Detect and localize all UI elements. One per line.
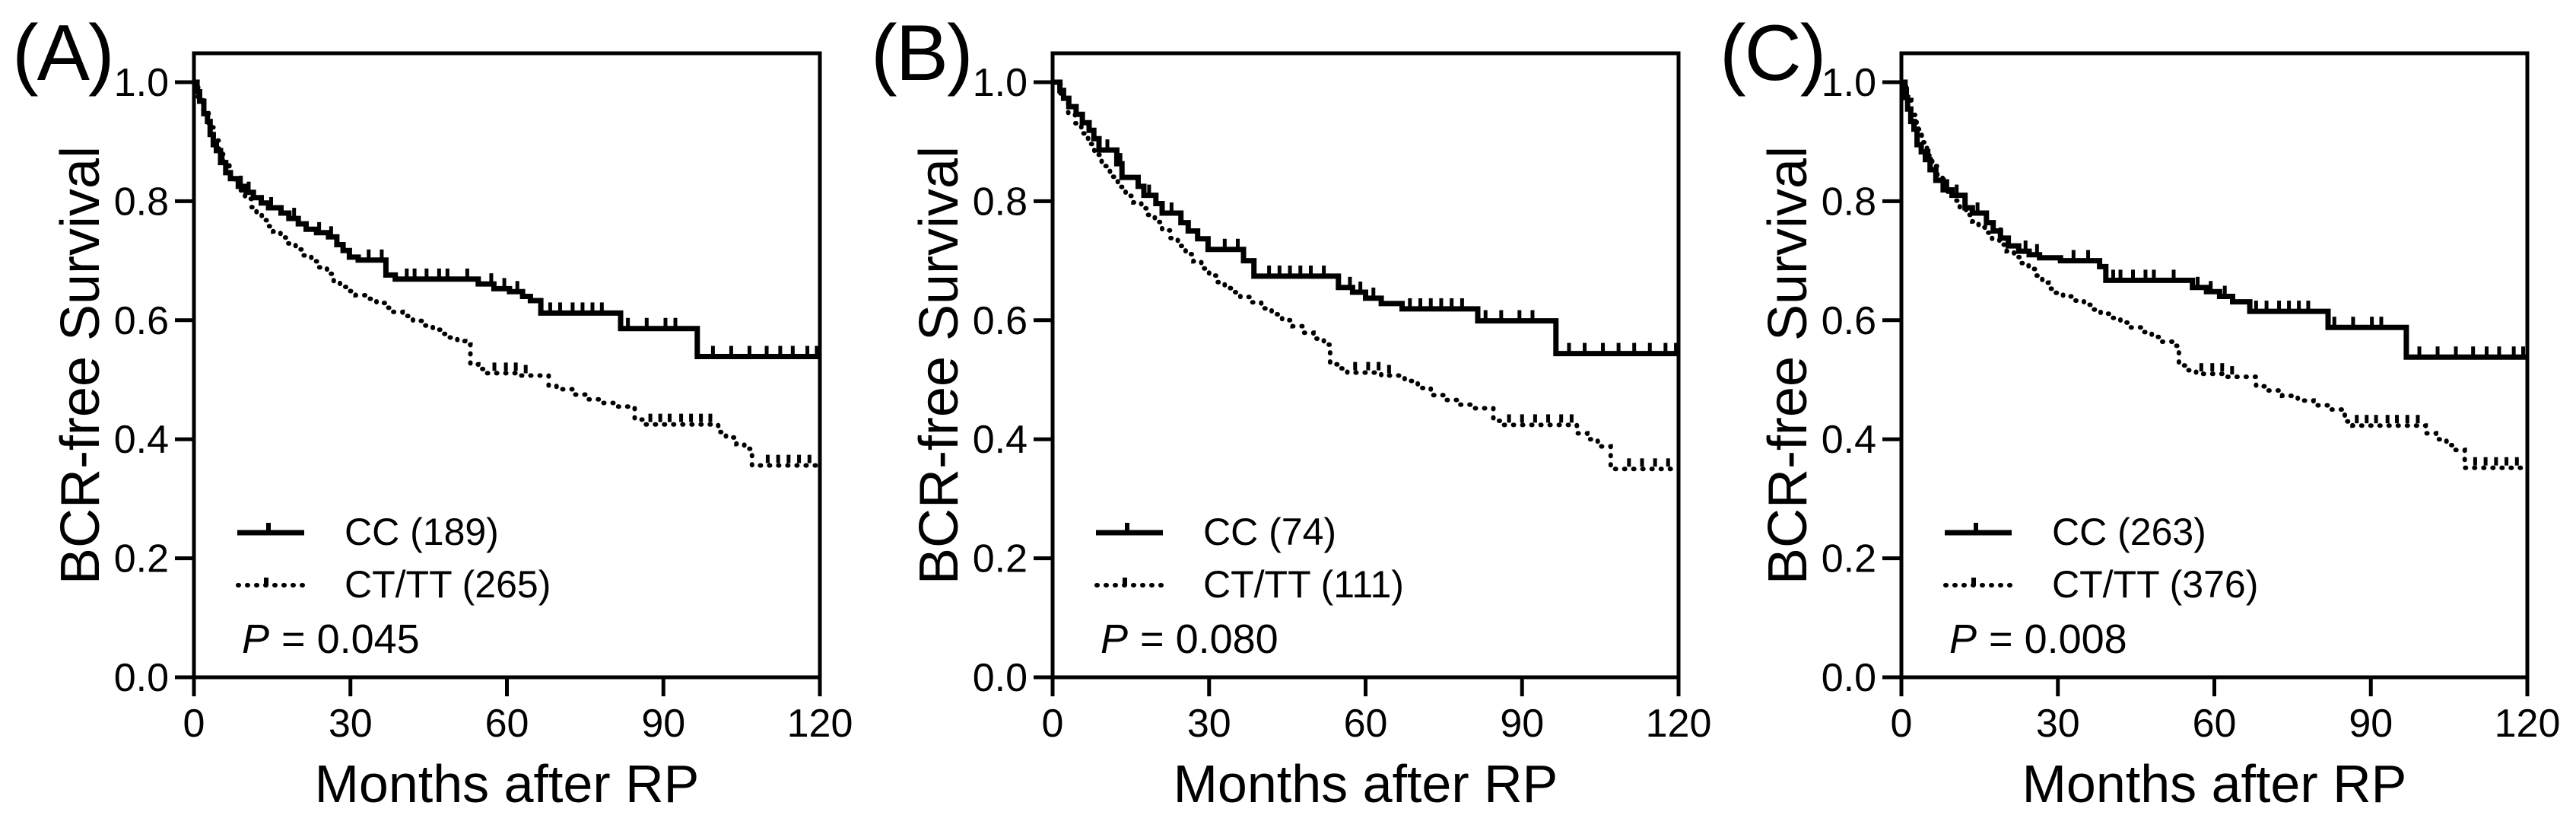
legend-item-cc: CC (74) bbox=[1094, 510, 1336, 554]
y-tick-label: 0.2 bbox=[114, 537, 169, 581]
legend-label-ct-tt: CT/TT (376) bbox=[2052, 563, 2259, 606]
legend-item-ct-tt: CT/TT (111) bbox=[1094, 562, 1404, 607]
x-tick-label: 120 bbox=[1646, 702, 1712, 746]
y-tick-label: 1.0 bbox=[973, 61, 1028, 105]
p-value-text: = 0.008 bbox=[1989, 616, 2127, 662]
p-symbol: P bbox=[1949, 616, 1977, 662]
y-tick-label: 0.6 bbox=[973, 299, 1028, 343]
y-tick-label: 0.4 bbox=[973, 418, 1028, 462]
y-tick-label: 0.6 bbox=[114, 299, 169, 343]
legend-item-cc: CC (263) bbox=[1943, 510, 2206, 554]
km-plot: 0.0 0.2 0.4 0.6 0.8 1.0 0 30 60 90 120 bbox=[1822, 51, 2561, 746]
y-tick-label: 0.0 bbox=[1822, 656, 1876, 700]
y-tick-label: 0.2 bbox=[973, 537, 1028, 581]
y-tick-label: 0.0 bbox=[973, 656, 1028, 700]
km-curve-ct-tt bbox=[1050, 80, 1681, 472]
x-tick-label: 60 bbox=[1344, 702, 1388, 746]
x-tick-label: 60 bbox=[485, 702, 529, 746]
y-tick-label: 0.6 bbox=[1822, 299, 1876, 343]
dotted-line-key-icon bbox=[1094, 578, 1164, 587]
x-tick-label: 90 bbox=[641, 702, 685, 746]
panel-a: (A) BCR-free Survival 0.0 0.2 0.4 0.6 0.8 1.0… bbox=[0, 0, 859, 831]
x-tick-label: 30 bbox=[329, 702, 373, 746]
dotted-line-key-icon bbox=[1943, 578, 2013, 587]
y-tick-label: 1.0 bbox=[1822, 61, 1876, 105]
legend-label-ct-tt: CT/TT (111) bbox=[1203, 563, 1404, 606]
x-tick-label: 30 bbox=[1187, 702, 1231, 746]
x-tick-label: 120 bbox=[2495, 702, 2561, 746]
x-axis-title: Months after RP bbox=[2022, 754, 2407, 813]
legend-label-cc: CC (263) bbox=[2052, 511, 2206, 553]
p-value-text: = 0.080 bbox=[1140, 616, 1278, 662]
y-tick-label: 0.0 bbox=[114, 656, 169, 700]
solid-line-key-icon bbox=[237, 523, 304, 536]
y-tick-label: 0.8 bbox=[973, 180, 1028, 224]
km-curve-cc bbox=[1901, 79, 2527, 360]
x-tick-label: 0 bbox=[1042, 702, 1064, 746]
y-tick-label: 0.8 bbox=[114, 180, 169, 224]
p-value: P = 0.045 bbox=[242, 616, 420, 663]
panel-letter: (C) bbox=[1720, 9, 1826, 97]
y-tick-label: 0.2 bbox=[1822, 537, 1876, 581]
km-plot: 0.0 0.2 0.4 0.6 0.8 1.0 0 30 60 90 120 bbox=[114, 51, 853, 746]
p-value: P = 0.080 bbox=[1101, 616, 1278, 663]
x-tick-label: 30 bbox=[2036, 702, 2080, 746]
p-symbol: P bbox=[1101, 616, 1129, 662]
x-tick-label: 60 bbox=[2193, 702, 2237, 746]
p-value-text: = 0.045 bbox=[281, 616, 420, 662]
panel-b: (B) BCR-free Survival 0.0 0.2 0.4 0.6 0.8 1.0… bbox=[859, 0, 1717, 831]
x-tick-label: 120 bbox=[787, 702, 853, 746]
dotted-line-key-icon bbox=[236, 578, 306, 587]
p-value: P = 0.008 bbox=[1949, 616, 2127, 663]
legend-label-cc: CC (189) bbox=[345, 511, 499, 553]
x-tick-label: 90 bbox=[1500, 702, 1544, 746]
x-tick-label: 0 bbox=[183, 702, 205, 746]
solid-line-key-icon bbox=[1096, 523, 1163, 536]
panel-letter: (A) bbox=[12, 9, 115, 97]
y-tick-label: 0.4 bbox=[1822, 418, 1876, 462]
legend-item-ct-tt: CT/TT (265) bbox=[236, 562, 551, 607]
x-tick-label: 0 bbox=[1891, 702, 1913, 746]
panel-c: (C) BCR-free Survival 0.0 0.2 0.4 0.6 0.8 1.0… bbox=[1707, 0, 2566, 831]
km-curve-cc bbox=[1053, 79, 1679, 357]
km-curve-ct-tt bbox=[1899, 80, 2530, 470]
panel-letter: (B) bbox=[871, 9, 974, 97]
y-tick-label: 0.8 bbox=[1822, 180, 1876, 224]
legend-label-ct-tt: CT/TT (265) bbox=[345, 563, 551, 606]
km-plot: 0.0 0.2 0.4 0.6 0.8 1.0 0 30 60 90 120 bbox=[973, 51, 1712, 746]
y-tick-label: 1.0 bbox=[114, 61, 169, 105]
x-tick-label: 90 bbox=[2349, 702, 2393, 746]
solid-line-key-icon bbox=[1945, 523, 2012, 536]
km-curve-cc bbox=[194, 79, 820, 359]
x-axis-title: Months after RP bbox=[314, 754, 700, 813]
x-axis-title: Months after RP bbox=[1173, 754, 1558, 813]
km-curve-ct-tt bbox=[192, 80, 822, 468]
legend-item-cc: CC (189) bbox=[236, 510, 499, 554]
y-tick-label: 0.4 bbox=[114, 418, 169, 462]
p-symbol: P bbox=[242, 616, 270, 662]
legend-label-cc: CC (74) bbox=[1203, 511, 1337, 553]
legend-item-ct-tt: CT/TT (376) bbox=[1943, 562, 2258, 607]
